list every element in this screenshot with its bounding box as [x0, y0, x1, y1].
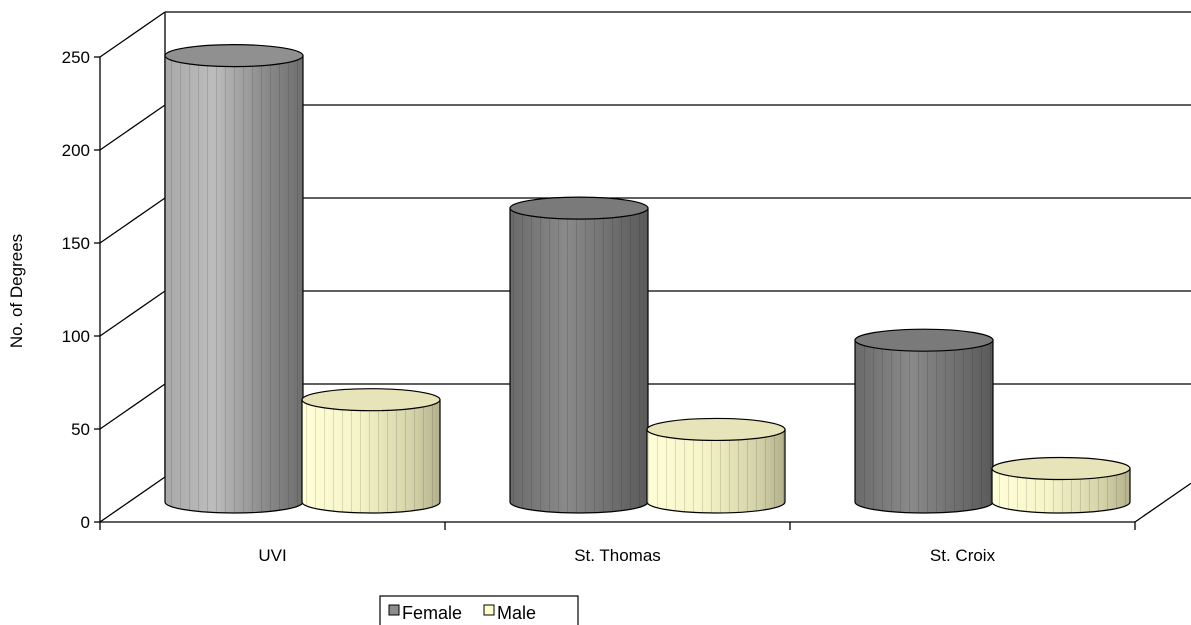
- bar-female-st-croix: [854, 328, 994, 514]
- x-tick-label: St. Thomas: [574, 546, 661, 565]
- y-tick-label: 150: [62, 234, 90, 253]
- bar-male-st-croix-top: [991, 456, 1131, 481]
- side-gridline: [99, 290, 166, 337]
- bar-female-uvi-stripes: [165, 55, 303, 513]
- legend: Female Male: [379, 595, 579, 625]
- legend-box: [379, 595, 579, 625]
- side-gridline: [99, 383, 166, 430]
- bar-male-st-thomas: [646, 417, 786, 514]
- bar-female-st-croix-top: [854, 328, 994, 352]
- y-tick-label: 250: [62, 48, 90, 67]
- y-axis-title: No. of Degrees: [7, 234, 26, 348]
- bar-male-st-croix-stripes: [992, 468, 1130, 513]
- legend-label-male: Male: [497, 603, 536, 623]
- bar-female-st-croix-stripes: [855, 340, 993, 513]
- y-tick-label: 200: [62, 141, 90, 160]
- bar-male-st-thomas-top: [646, 417, 786, 442]
- bar-male-uvi-stripes: [302, 399, 440, 513]
- legend-swatch-female: [388, 604, 400, 616]
- y-axis: 0 50 100 150 200 250: [62, 48, 101, 532]
- bar-female-uvi-top: [164, 43, 304, 68]
- side-gridline: [99, 197, 166, 244]
- bar-male-uvi: [301, 388, 441, 514]
- y-tick-label: 0: [81, 513, 90, 532]
- x-axis: UVI St. Thomas St. Croix: [99, 522, 1136, 565]
- bar-female-st-thomas-stripes: [510, 208, 648, 513]
- side-gridline: [99, 476, 166, 523]
- x-tick-label: UVI: [258, 546, 286, 565]
- legend-label-female: Female: [402, 603, 462, 623]
- bar-male-st-croix: [991, 456, 1131, 514]
- bar-female-uvi: [164, 43, 304, 514]
- bar-male-uvi-top: [301, 388, 441, 412]
- side-gridline: [99, 104, 166, 151]
- bar-female-st-thomas-top: [509, 196, 649, 220]
- chart-frame: [99, 11, 1191, 523]
- side-gridline: [99, 11, 166, 58]
- floor-right-edge: [1134, 482, 1191, 523]
- bar-female-st-thomas: [509, 196, 649, 514]
- legend-swatch-male: [483, 604, 495, 616]
- bar-male-st-thomas-stripes: [647, 429, 785, 513]
- bars: [164, 43, 1131, 514]
- y-tick-label: 100: [62, 327, 90, 346]
- y-tick-label: 50: [71, 420, 90, 439]
- x-tick-label: St. Croix: [930, 546, 996, 565]
